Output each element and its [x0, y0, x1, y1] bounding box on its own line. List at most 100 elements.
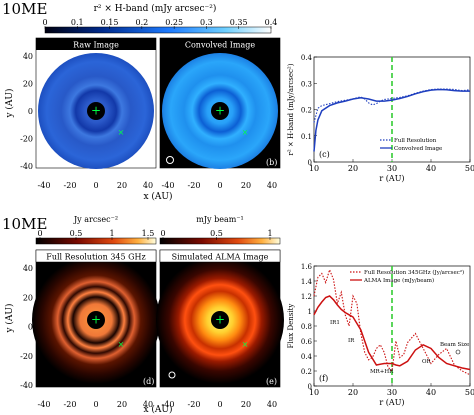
row1-x-tick-label: 0: [93, 181, 98, 190]
panel-b-planet-marker: ×: [242, 128, 249, 137]
panel-b-tag: (b): [266, 158, 277, 167]
panel-f-plot: 10 20 30 40 50 0 0.2 0.4 0.6 0.8 1 1.2 1.4 1.6 (f) r (A…: [287, 263, 474, 407]
panel-a-tag: (a): [143, 158, 154, 167]
panel-f-y-tick-label: 1.6: [301, 263, 313, 271]
panel-f-tag: (f): [319, 374, 328, 383]
panel-c-y-tick-label: 0: [308, 159, 312, 167]
row2-xlabel: x (AU): [143, 404, 172, 415]
panel-d-tag: (d): [143, 377, 154, 386]
panel-f-annotation: MR+HR: [370, 369, 394, 375]
panel-c-tag: (c): [319, 150, 330, 159]
row1-colorbar-ticks: 0 0.1 0.15 0.2 0.25 0.3 0.35 0.4: [42, 18, 277, 29]
panel-a-title: Raw Image: [73, 41, 119, 50]
panel-c-xlabel: r (AU): [379, 174, 404, 183]
panel-f-legend-label: Full Resolution 345GHz (Jy/arcsec²): [364, 269, 464, 276]
panel-f-beam-icon: [455, 349, 461, 355]
row1-colorbar-tick-label: 0.2: [135, 18, 148, 27]
row1-system-label: 10ME: [2, 0, 47, 18]
panel-f-annotation: IR: [348, 338, 355, 344]
row1-y-tick-label: 40: [23, 52, 33, 61]
row2-y-tick-label: 20: [23, 293, 33, 302]
row2-y-tick-label: -40: [20, 381, 33, 390]
panel-f-y-tick-label: 1.4: [301, 278, 313, 286]
panel-f-x-tick-label: 10: [309, 388, 319, 397]
panel-b-title-bar: [160, 38, 280, 50]
panel-f-y-tick-label: 1.2: [301, 293, 312, 301]
row2-y-tick-label: 40: [23, 264, 33, 273]
panel-c-legend-label: Convolved Image: [394, 146, 442, 152]
row2-system-label: 10ME: [2, 215, 47, 233]
row2-y-tick-label: 0: [28, 323, 33, 332]
row2-x-tick-label: -40: [162, 400, 175, 409]
panel-f-x-tick-label: 20: [348, 388, 358, 397]
panel-c-ylabel: r² × H-band (mJy/arcsec²): [287, 63, 295, 155]
row2-colorbar2-tick-label: 1: [267, 229, 272, 238]
panel-e-star-marker: +: [215, 313, 225, 327]
panel-e-title-bar: [159, 249, 281, 263]
panel-f-y-tick-label: 0: [308, 383, 312, 391]
panel-c-y-tick-label: 0.4: [301, 54, 313, 62]
panel-f-ylabel: Flux Density: [287, 304, 295, 349]
row1-x-tick-label: 0: [217, 181, 222, 190]
panel-c-legend-label: Full Resolution: [394, 138, 437, 144]
row1-colorbar-title: r² × H-band (mJy arcsec⁻²): [94, 3, 217, 14]
row1-y-tick-label: 20: [23, 80, 33, 89]
panel-b-beam-icon: [166, 156, 174, 164]
row2-colorbar1-ticks: 0 0.5 1 1.5: [37, 229, 154, 240]
panel-f-legend-label: ALMA Image (mJy/beam): [363, 277, 434, 284]
panel-c-x-tick-label: 20: [348, 164, 358, 173]
row1-x-tick-label: -20: [188, 181, 201, 190]
panel-b-mask: [211, 102, 229, 120]
panel-c-x-tick-label: 30: [387, 164, 397, 173]
row2-y-tick-label: -20: [20, 352, 33, 361]
row2-colorbar1-tick-label: 0: [37, 229, 42, 238]
row1-x-tick-label: -40: [38, 181, 51, 190]
panel-e-planet-marker: ×: [242, 340, 249, 349]
panel-f-annotation: IR1: [330, 320, 340, 326]
panel-f-series-1-line: [313, 268, 471, 376]
row1-colorbar-tick-label: 0.15: [101, 18, 119, 27]
row1-y-tick-label: -20: [20, 135, 33, 144]
row1-x-tick-label: 20: [117, 181, 127, 190]
row2-colorbar2-title: mJy beam⁻¹: [196, 215, 244, 224]
panel-c-x-tick-label: 10: [309, 164, 319, 173]
panel-d-title: Full Resolution 345 GHz: [46, 253, 145, 262]
panel-e-title: Simulated ALMA Image: [172, 253, 269, 262]
panel-f-x-tick-label: 40: [426, 388, 436, 397]
row2-colorbar1: [35, 237, 157, 245]
row1-colorbar-tick-label: 0.3: [200, 18, 213, 27]
row1-x-tick-label: -20: [64, 181, 77, 190]
row2-ylabel: y (AU): [4, 303, 15, 333]
panel-c-series-2-line: [313, 88, 470, 152]
panel-a-star-marker: +: [91, 104, 101, 118]
row1-ylabel: y (AU): [4, 88, 15, 118]
row1-image-axes: -40 -20 0 20 40 -40 -20 0 20 40 40 20 0 -20 -40: [20, 52, 277, 190]
row1-colorbar-tick-label: 0.4: [265, 18, 278, 27]
row2-x-tick-label: 40: [143, 400, 153, 409]
panel-d-title-bar: [35, 249, 157, 263]
panel-c-x-tick-label: 50: [465, 164, 474, 173]
row1-colorbar-tick-label: 0: [42, 18, 47, 27]
row2-colorbar2: [159, 237, 281, 245]
row2-x-tick-label: 0: [93, 400, 98, 409]
panel-f-x-tick-label: 30: [387, 388, 397, 397]
row2-colorbar1-title: Jy arcsec⁻²: [73, 215, 118, 224]
panel-c-x-tick-label: 40: [426, 164, 436, 173]
panel-f-xlabel: r (AU): [379, 398, 404, 407]
panel-d-mask: [87, 311, 105, 329]
row2-x-tick-label: 20: [117, 400, 127, 409]
panel-f-x-tick-label: 50: [465, 388, 474, 397]
row1-y-tick-label: 0: [28, 107, 33, 116]
panel-e-mask: [211, 311, 229, 329]
row2-colorbar1-tick-label: 1.5: [142, 229, 155, 238]
panel-d-planet-marker: ×: [118, 340, 125, 349]
panel-f-y-tick-label: 0.6: [301, 338, 313, 346]
row2-x-tick-label: -20: [64, 400, 77, 409]
row1-x-tick-label: 40: [143, 181, 153, 190]
row1-colorbar-tick-label: 0.25: [165, 18, 183, 27]
row1-xlabel: x (AU): [143, 191, 172, 202]
panel-f-annotation: OR: [422, 359, 432, 365]
row1-x-tick-label: -40: [162, 181, 175, 190]
row2-image-axes: -40 -20 0 20 40 -40 -20 0 20 40 40 20 0 -20 -40: [20, 264, 277, 409]
